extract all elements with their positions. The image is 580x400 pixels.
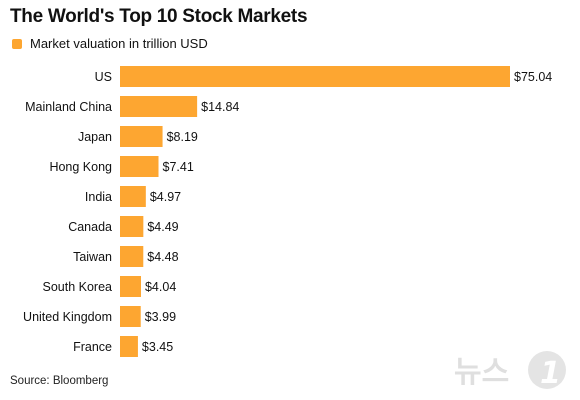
legend-swatch	[12, 38, 22, 49]
svg-text:1: 1	[540, 356, 561, 391]
svg-text:뉴스: 뉴스	[454, 355, 509, 390]
bar	[120, 66, 510, 87]
news1-watermark-logo: 뉴스 1	[454, 351, 566, 391]
category-label: India	[85, 190, 112, 204]
value-label: $14.84	[201, 100, 239, 114]
category-label: Japan	[78, 130, 112, 144]
category-label: Hong Kong	[49, 160, 112, 174]
category-label: United Kingdom	[23, 310, 112, 324]
category-label: South Korea	[43, 280, 113, 294]
bar	[120, 216, 144, 237]
bar	[120, 126, 163, 147]
category-label: Mainland China	[25, 100, 112, 114]
bar	[120, 96, 198, 117]
value-label: $7.41	[163, 160, 194, 174]
legend: Market valuation in trillion USD	[12, 36, 208, 51]
category-label: Canada	[68, 220, 112, 234]
bar	[120, 186, 146, 207]
legend-label: Market valuation in trillion USD	[30, 36, 208, 51]
value-label: $4.97	[150, 190, 181, 204]
value-label: $4.49	[147, 220, 178, 234]
value-label: $3.45	[142, 340, 173, 354]
bar	[120, 246, 144, 267]
value-label: $4.04	[145, 280, 176, 294]
value-label: $3.99	[145, 310, 176, 324]
value-label: $75.04	[514, 70, 552, 84]
bar	[120, 156, 159, 177]
chart-title: The World's Top 10 Stock Markets	[10, 6, 308, 27]
category-label: US	[95, 70, 112, 84]
bar	[120, 336, 138, 357]
value-label: $8.19	[167, 130, 198, 144]
source-note: Source: Bloomberg	[10, 375, 109, 387]
category-label: France	[73, 340, 112, 354]
bar	[120, 306, 141, 327]
value-label: $4.48	[147, 250, 178, 264]
bar	[120, 276, 141, 297]
category-label: Taiwan	[73, 250, 112, 264]
